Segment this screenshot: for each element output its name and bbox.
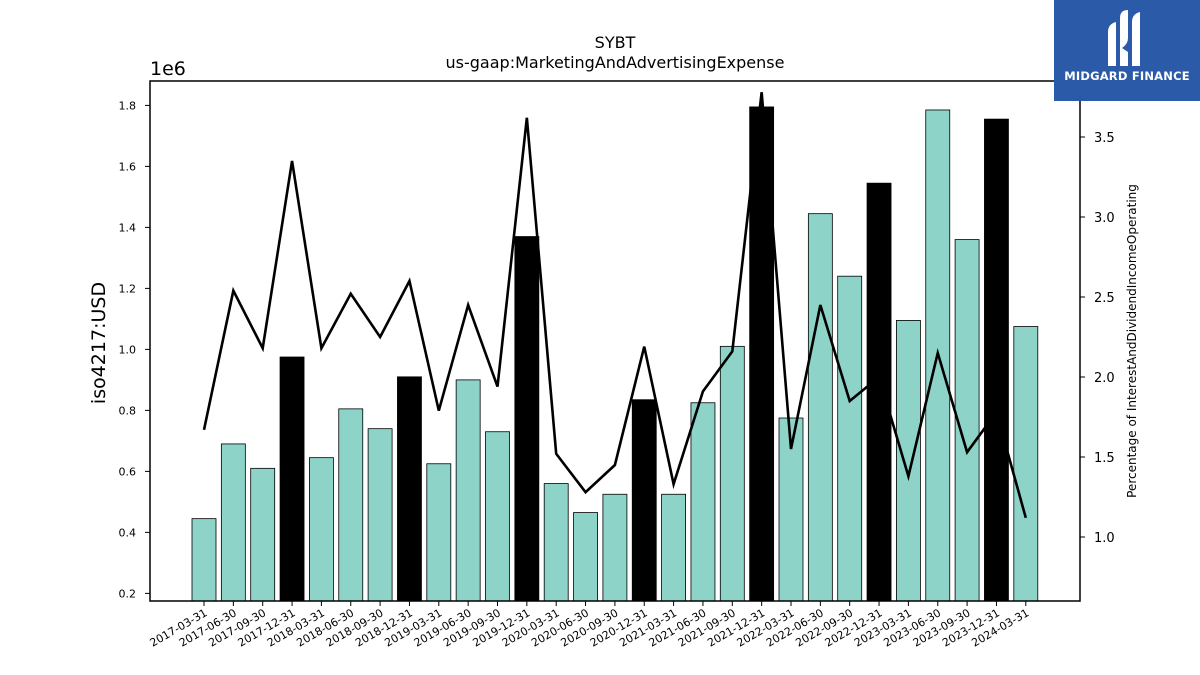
- y2-tick-label: 1.5: [1094, 451, 1115, 466]
- bar-2023-12-31: [984, 118, 1009, 602]
- bar-2020-03-31: [543, 483, 569, 602]
- y2-tick-label: 2.5: [1094, 291, 1115, 306]
- bar-2017-06-30: [220, 443, 246, 602]
- bar-2017-09-30: [250, 467, 276, 602]
- x-axis: 2017-03-312017-06-302017-09-302017-12-31…: [148, 601, 1031, 650]
- bar-2023-03-31: [896, 320, 921, 602]
- y-tick-label: 0.4: [119, 526, 137, 539]
- bar-2019-12-31: [514, 236, 540, 602]
- chart-title: SYBT: [595, 33, 636, 52]
- y-tick-label: 1.6: [119, 160, 137, 173]
- y-tick-label: 1.2: [119, 282, 137, 295]
- brand-logo: MIDGARD FINANCE: [1054, 0, 1200, 101]
- bar-2021-06-30: [690, 402, 716, 602]
- percentage-line: [202, 92, 1028, 519]
- bar-2019-06-30: [455, 379, 481, 602]
- y2-tick-label: 2.0: [1094, 371, 1115, 386]
- y-tick-label: 1.0: [119, 343, 137, 356]
- bar-series: [191, 106, 1039, 602]
- y-tick-label: 0.8: [119, 404, 137, 417]
- y2-axis-label: Percentage of InterestAndDividendIncomeO…: [1125, 184, 1139, 498]
- bar-2019-09-30: [485, 431, 510, 602]
- bar-2017-03-31: [191, 518, 217, 602]
- brand-name: MIDGARD FINANCE: [1064, 69, 1190, 83]
- y-offset-label: 1e6: [150, 58, 186, 80]
- midgard-logo-icon: [1108, 10, 1140, 66]
- bar-2024-03-31: [1013, 326, 1039, 602]
- bar-2017-12-31: [279, 356, 305, 602]
- bar-2020-12-31: [631, 399, 657, 602]
- bar-2018-12-31: [397, 376, 422, 602]
- chart-subtitle: us-gaap:MarketingAndAdvertisingExpense: [446, 53, 785, 72]
- bar-2023-09-30: [954, 239, 980, 602]
- y2-tick-label: 3.5: [1094, 131, 1115, 146]
- bar-2022-09-30: [837, 275, 863, 602]
- bar-2018-06-30: [338, 408, 364, 602]
- bar-2022-12-31: [866, 182, 892, 602]
- bar-2018-09-30: [367, 428, 393, 602]
- line-series: [202, 92, 1028, 519]
- bar-2022-06-30: [807, 213, 833, 602]
- bar-2020-09-30: [602, 493, 628, 602]
- bar-2021-03-31: [661, 493, 686, 602]
- bar-2019-03-31: [426, 463, 452, 602]
- bar-2021-09-30: [719, 345, 745, 602]
- y-tick-label: 0.2: [119, 587, 137, 600]
- bar-2018-03-31: [308, 457, 334, 602]
- y-tick-label: 0.6: [119, 465, 137, 478]
- y-axis-right: 1.0 1.5 2.0 2.5 3.0 3.5: [1080, 131, 1115, 546]
- y-tick-label: 1.8: [119, 99, 137, 112]
- y2-tick-label: 3.0: [1094, 211, 1115, 226]
- y-tick-label: 1.4: [119, 221, 137, 234]
- y2-tick-label: 1.0: [1094, 531, 1115, 546]
- bar-2020-06-30: [573, 512, 598, 602]
- y-axis-left: 0.2 0.4 0.6 0.8 1.0 1.2 1.4 1.6 1.8: [119, 99, 150, 600]
- y-axis-label: iso4217:USD: [88, 282, 110, 404]
